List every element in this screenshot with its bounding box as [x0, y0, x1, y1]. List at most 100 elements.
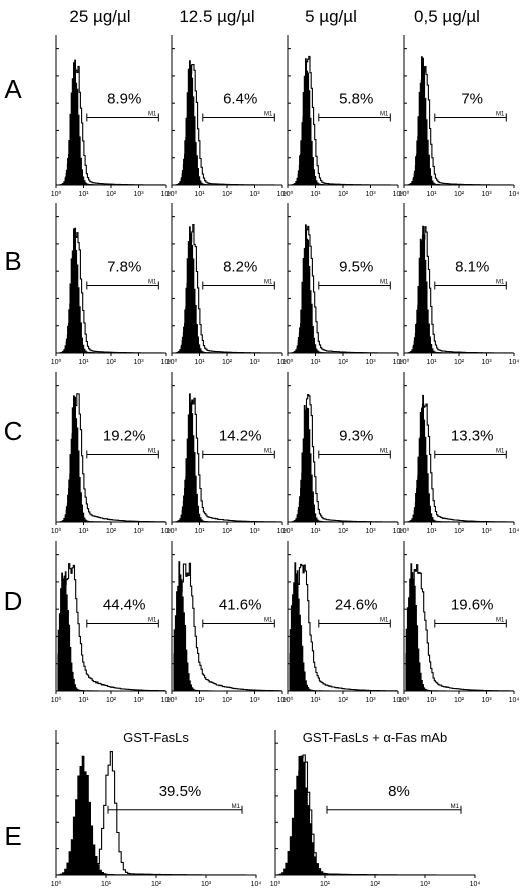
percent-label: 7% [461, 91, 483, 108]
x-tick-label: 10² [454, 697, 465, 704]
panel-title: GST-FasLs + α-Fas mAb [303, 730, 447, 745]
x-tick-label: 10³ [420, 881, 431, 888]
x-tick-label: 10⁴ [277, 191, 288, 198]
percent-label: 41.6% [219, 597, 262, 614]
x-tick-label: 10² [106, 528, 117, 535]
histogram-panel: 10⁰ 10¹ 10² 10³ 10⁴ M1 6.4% [167, 35, 288, 198]
x-tick-label: 10² [222, 359, 233, 366]
x-tick-label: 10¹ [194, 697, 205, 704]
x-tick-label: 10² [370, 881, 381, 888]
column-header: 12.5 µg/µl [179, 7, 254, 26]
percent-label: 14.2% [219, 428, 262, 445]
sample-histogram [406, 226, 514, 354]
x-tick-label: 10² [338, 528, 349, 535]
x-tick-label: 10¹ [194, 191, 205, 198]
m1-gate-label: M1 [148, 112, 157, 118]
x-tick-label: 10⁰ [270, 880, 281, 888]
m1-gate-label: M1 [264, 618, 273, 624]
x-tick-label: 10⁴ [161, 697, 172, 704]
x-tick-label: 10⁰ [51, 190, 62, 198]
panel-title: GST-FasLs [123, 730, 189, 745]
x-tick-label: 10¹ [310, 359, 321, 366]
percent-label: 8.2% [223, 259, 257, 276]
control-histogram [290, 405, 398, 523]
x-tick-label: 10³ [133, 359, 144, 366]
x-tick-label: 10⁰ [399, 527, 410, 535]
x-tick-label: 10⁴ [161, 191, 172, 198]
percent-label: 5.8% [339, 91, 373, 108]
control-histogram [57, 571, 166, 692]
sample-histogram [290, 225, 398, 354]
x-tick-label: 10³ [249, 191, 260, 198]
sample-histogram [58, 751, 257, 876]
histogram-panel: 10⁰ 10¹ 10² 10³ 10⁴ M1 8.9% [51, 35, 172, 198]
histogram-panel: 10⁰ 10¹ 10² 10³ 10⁴ M1 5.8% [283, 35, 404, 198]
column-header: 25 µg/µl [69, 7, 130, 26]
x-tick-label: 10⁰ [399, 358, 410, 366]
x-tick-label: 10³ [133, 191, 144, 198]
x-tick-label: 10³ [249, 528, 260, 535]
percent-label: 19.6% [451, 597, 494, 614]
m1-gate-label: M1 [264, 280, 273, 286]
m1-gate-label: M1 [380, 618, 389, 624]
panel-axes [403, 541, 514, 692]
m1-gate-label: M1 [380, 112, 389, 118]
x-tick-label: 10¹ [78, 191, 89, 198]
x-tick-label: 10⁴ [277, 359, 288, 366]
sample-histogram [58, 393, 166, 523]
x-tick-label: 10⁰ [399, 696, 410, 704]
row-label: E [4, 821, 21, 851]
x-tick-label: 10³ [481, 191, 492, 198]
histogram-panel: 10⁰ 10¹ 10² 10³ 10⁴ M1 8.2% [167, 203, 288, 366]
m1-gate-label: M1 [264, 449, 273, 455]
sample-histogram [277, 754, 476, 876]
x-tick-label: 10⁴ [393, 528, 404, 535]
sample-histogram [174, 224, 282, 354]
sample-histogram [174, 63, 282, 186]
panel-axes [55, 541, 166, 692]
x-tick-label: 10⁴ [393, 191, 404, 198]
x-tick-label: 10² [454, 191, 465, 198]
x-tick-label: 10³ [481, 528, 492, 535]
x-tick-label: 10² [151, 881, 162, 888]
x-tick-label: 10² [106, 191, 117, 198]
x-tick-label: 10³ [365, 697, 376, 704]
percent-label: 24.6% [335, 597, 378, 614]
x-tick-label: 10² [222, 191, 233, 198]
sample-histogram [289, 563, 398, 692]
x-tick-label: 10² [222, 528, 233, 535]
m1-gate-label: M1 [496, 280, 505, 286]
x-tick-label: 10⁴ [393, 697, 404, 704]
x-tick-label: 10⁴ [470, 881, 481, 888]
x-tick-label: 10³ [481, 697, 492, 704]
x-tick-label: 10¹ [426, 528, 437, 535]
x-tick-label: 10³ [201, 881, 212, 888]
m1-gate-label: M1 [496, 449, 505, 455]
histogram-panel: 10⁰ 10¹ 10² 10³ 10⁴ M1 9.5% [283, 203, 403, 366]
x-tick-label: 10¹ [194, 528, 205, 535]
x-tick-label: 10¹ [426, 191, 437, 198]
x-tick-label: 10⁰ [283, 696, 294, 704]
x-tick-label: 10³ [481, 359, 492, 366]
percent-label: 9.5% [339, 259, 373, 276]
x-tick-label: 10¹ [310, 191, 321, 198]
row-label: D [4, 586, 23, 616]
x-tick-label: 10⁰ [283, 190, 294, 198]
column-header: 5 µg/µl [305, 7, 357, 26]
x-tick-label: 10³ [133, 528, 144, 535]
x-tick-label: 10⁰ [51, 880, 62, 888]
x-tick-label: 10⁴ [251, 881, 262, 888]
row-label: A [4, 74, 22, 104]
m1-gate-label: M1 [380, 280, 389, 286]
x-tick-label: 10¹ [101, 881, 112, 888]
histogram-panel: 10⁰ 10¹ 10² 10³ 10⁴ M1 39.5% GST-FasLs [51, 730, 262, 888]
x-tick-label: 10⁴ [509, 697, 520, 704]
x-tick-label: 10⁰ [399, 190, 410, 198]
percent-label: 8% [388, 783, 410, 800]
